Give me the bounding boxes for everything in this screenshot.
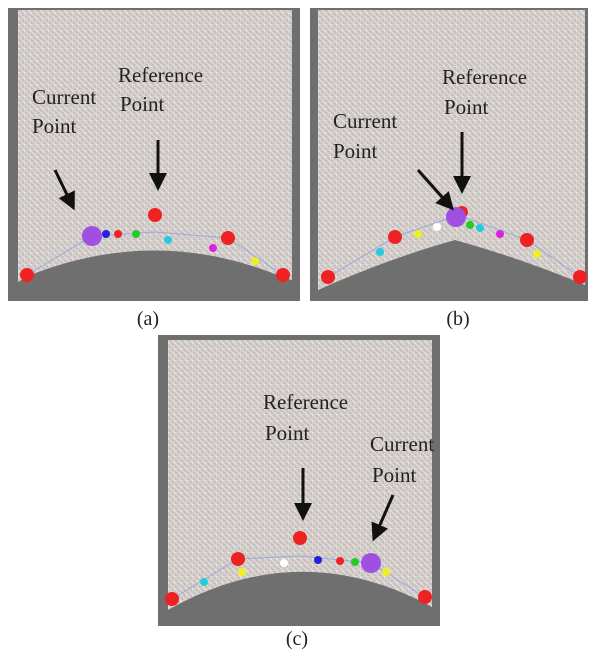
label: Point xyxy=(372,463,417,487)
node xyxy=(351,558,359,566)
node xyxy=(221,231,235,245)
label: Point xyxy=(333,139,378,163)
node xyxy=(231,552,245,566)
reference-node xyxy=(293,531,307,545)
label: Reference xyxy=(263,390,348,414)
current-node xyxy=(361,553,381,573)
node xyxy=(336,557,344,565)
node xyxy=(520,233,534,247)
label: Current xyxy=(333,109,397,133)
label: Reference xyxy=(118,63,203,87)
node xyxy=(496,230,504,238)
node xyxy=(476,224,484,232)
node xyxy=(418,590,432,604)
mesh xyxy=(18,10,292,282)
caption: (c) xyxy=(286,628,308,650)
node xyxy=(414,230,422,238)
node xyxy=(200,578,208,586)
caption: (b) xyxy=(446,308,469,330)
label: Point xyxy=(444,95,489,119)
node xyxy=(466,221,474,229)
label: Current xyxy=(32,85,96,109)
label: Current xyxy=(370,432,434,456)
node xyxy=(276,268,290,282)
caption: (a) xyxy=(137,308,159,330)
current-node xyxy=(446,207,466,227)
node xyxy=(321,270,335,284)
node xyxy=(132,230,140,238)
label: Point xyxy=(32,114,77,138)
node xyxy=(433,223,441,231)
label: Point xyxy=(120,92,165,116)
node xyxy=(382,568,390,576)
node xyxy=(376,248,384,256)
figure: Current Point Reference Point (a) Curren… xyxy=(0,0,589,654)
node xyxy=(165,592,179,606)
node xyxy=(251,257,259,265)
node xyxy=(164,236,172,244)
node xyxy=(114,230,122,238)
node xyxy=(238,568,246,576)
label: Reference xyxy=(442,65,527,89)
panel-c: Reference Point Current Point (c) xyxy=(158,335,440,650)
panel-b: Current Point Reference Point (b) xyxy=(310,8,588,330)
node xyxy=(20,268,34,282)
label: Point xyxy=(265,421,310,445)
node xyxy=(573,270,587,284)
panel-a: Current Point Reference Point (a) xyxy=(8,8,300,330)
node xyxy=(209,244,217,252)
current-node xyxy=(82,226,102,246)
node xyxy=(102,230,110,238)
node xyxy=(388,230,402,244)
reference-node xyxy=(148,208,162,222)
node xyxy=(533,250,541,258)
node xyxy=(314,556,322,564)
node xyxy=(280,559,288,567)
